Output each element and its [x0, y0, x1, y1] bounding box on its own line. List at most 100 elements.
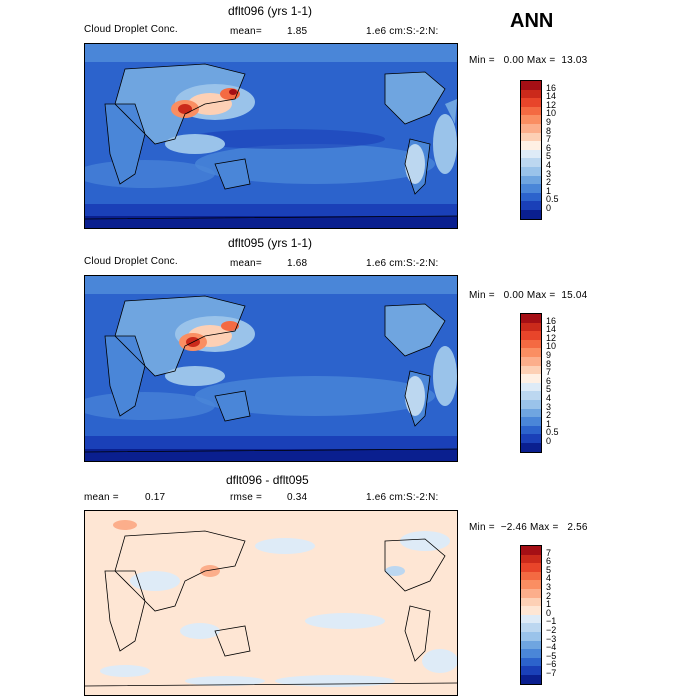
colorbar-tick-label: 1 [546, 185, 552, 196]
colorbar-tick-label: 4 [546, 393, 552, 403]
colorbar-swatch [521, 597, 541, 607]
colorbar-swatch [521, 158, 541, 167]
colorbar-tick-label: 3 [546, 168, 552, 179]
colorbar-tick-label: 0 [546, 607, 552, 618]
panel3-title: dflt096 - dflt095 [226, 473, 309, 487]
colorbar-tick-label: −1 [546, 616, 557, 627]
panel1-variable-label: Cloud Droplet Conc. [84, 24, 178, 35]
panel3-units-label: 1.e6 cm:S:-2:N: [366, 492, 439, 503]
colorbar-swatch [521, 391, 541, 400]
colorbar-swatch [521, 184, 541, 193]
colorbar-swatch [521, 374, 541, 383]
colorbar-swatch [521, 339, 541, 349]
colorbar-swatch [521, 623, 541, 632]
colorbar-tick-label: 8 [546, 125, 552, 136]
colorbar-swatch [521, 588, 541, 598]
panel1-minmax: Min = 0.00 Max = 13.03 [469, 55, 588, 66]
panel3-map-svg [85, 511, 457, 695]
colorbar-tick-label: 1 [546, 418, 552, 429]
colorbar-swatch [521, 546, 541, 555]
colorbar-tick-label: 14 [546, 91, 557, 102]
colorbar-tick-label: 12 [546, 99, 557, 110]
colorbar-swatch [521, 554, 541, 564]
colorbar-tick-label: 12 [546, 332, 557, 343]
colorbar-swatch [521, 132, 541, 142]
panel2-variable-label: Cloud Droplet Conc. [84, 256, 178, 267]
colorbar-tick-label: −4 [546, 642, 557, 653]
colorbar-tick-label: 2 [546, 410, 552, 421]
panel1-units-label: 1.e6 cm:S:-2:N: [366, 26, 439, 37]
colorbar-swatch [521, 580, 541, 589]
colorbar-swatch [521, 141, 541, 150]
colorbar-swatch [521, 322, 541, 332]
colorbar-swatch [521, 149, 541, 159]
colorbar-swatch [521, 417, 541, 426]
panel1-map-svg [85, 44, 457, 228]
colorbar-swatch [521, 442, 541, 452]
colorbar-tick-label: 16 [546, 82, 557, 93]
colorbar-tick-label: 7 [546, 134, 552, 145]
colorbar-swatch [521, 331, 541, 340]
colorbar-swatch [521, 314, 541, 323]
colorbar-tick-label: 7 [546, 547, 552, 558]
colorbar-swatch [521, 614, 541, 624]
panel3-minmax: Min = −2.46 Max = 2.56 [469, 522, 588, 533]
colorbar-tick-label: 5 [546, 384, 552, 395]
panel2-mean-value: 1.68 [287, 258, 308, 269]
panel1-colorbar [520, 80, 542, 220]
panel3-mean-value: 0.17 [145, 492, 166, 503]
panel3-mean-label: mean = [84, 492, 119, 503]
colorbar-tick-label: 6 [546, 375, 552, 386]
panel2-minmax: Min = 0.00 Max = 15.04 [469, 290, 588, 301]
colorbar-tick-label: −7 [546, 668, 557, 678]
colorbar-swatch [521, 81, 541, 90]
panel1-mean-label: mean= [230, 26, 262, 37]
panel2-title: dflt095 (yrs 1-1) [228, 236, 313, 250]
colorbar-swatch [521, 425, 541, 435]
colorbar-tick-label: −2 [546, 625, 557, 635]
colorbar-tick-label: 6 [546, 556, 552, 567]
panel3-map [84, 510, 458, 696]
panel2-colorbar [520, 313, 542, 453]
colorbar-tick-label: 16 [546, 315, 557, 326]
colorbar-swatch [521, 106, 541, 116]
panel3-rmse-label: rmse = [230, 492, 263, 503]
colorbar-tick-label: −3 [546, 633, 557, 644]
colorbar-tick-label: 6 [546, 142, 552, 153]
colorbar-swatch [521, 201, 541, 210]
panel1-title: dflt096 (yrs 1-1) [228, 4, 313, 18]
colorbar-tick-label: 2 [546, 590, 552, 601]
colorbar-swatch [521, 666, 541, 675]
colorbar-tick-label: 0.5 [546, 427, 559, 438]
colorbar-swatch [521, 649, 541, 658]
colorbar-swatch [521, 631, 541, 641]
colorbar-tick-label: 0 [546, 436, 552, 446]
colorbar-tick-label: 3 [546, 582, 552, 592]
panel1-map [84, 43, 458, 229]
colorbar-swatch [521, 115, 541, 124]
colorbar-swatch [521, 674, 541, 684]
colorbar-tick-label: 4 [546, 160, 552, 170]
colorbar-swatch [521, 657, 541, 667]
colorbar-tick-label: 7 [546, 367, 552, 378]
colorbar-tick-label: 0.5 [546, 194, 559, 205]
panel2-units-label: 1.e6 cm:S:-2:N: [366, 258, 439, 269]
colorbar-tick-label: 3 [546, 401, 552, 412]
colorbar-tick-label: 0 [546, 203, 552, 213]
colorbar-swatch [521, 434, 541, 443]
colorbar-swatch [521, 408, 541, 418]
colorbar-tick-label: 5 [546, 564, 552, 575]
panel2-map-svg [85, 276, 457, 461]
colorbar-swatch [521, 123, 541, 133]
colorbar-tick-label: 2 [546, 177, 552, 188]
colorbar-tick-label: 5 [546, 151, 552, 162]
season-label: ANN [510, 10, 554, 32]
colorbar-swatch [521, 175, 541, 185]
panel2-mean-label: mean= [230, 258, 262, 269]
colorbar-swatch [521, 399, 541, 409]
colorbar-tick-label: 9 [546, 117, 552, 127]
panel1-mean-value: 1.85 [287, 26, 308, 37]
colorbar-tick-label: 9 [546, 350, 552, 360]
colorbar-swatch [521, 640, 541, 650]
colorbar-swatch [521, 356, 541, 366]
